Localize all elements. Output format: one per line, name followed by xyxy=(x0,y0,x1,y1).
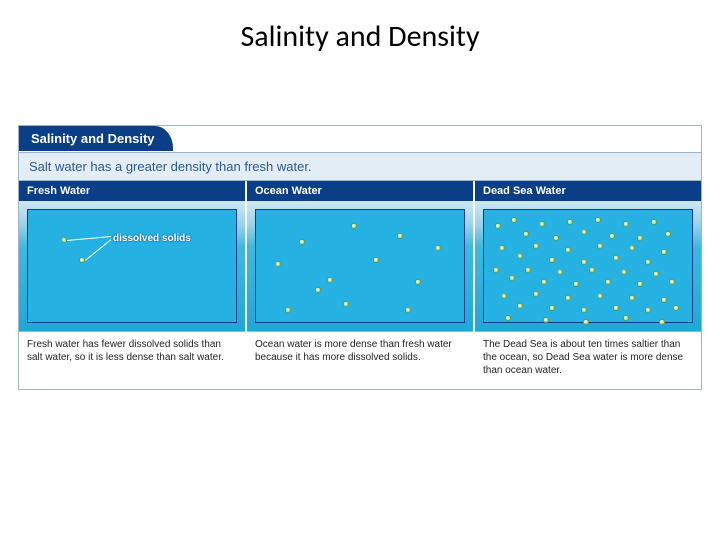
water-box xyxy=(483,209,693,323)
dissolved-solid-dot xyxy=(653,271,659,277)
dissolved-solid-dot xyxy=(511,217,517,223)
dissolved-solid-dot xyxy=(517,303,523,309)
dissolved-solid-dot xyxy=(523,231,529,237)
dissolved-solid-dot xyxy=(525,267,531,273)
dissolved-solid-dot xyxy=(673,305,679,311)
dissolved-solid-dot xyxy=(659,319,665,325)
dissolved-solid-dot xyxy=(517,253,523,259)
dissolved-solid-dot xyxy=(557,269,563,275)
dissolved-solid-dot xyxy=(623,221,629,227)
dissolved-solid-dot xyxy=(609,233,615,239)
panel-caption: Ocean water is more dense than fresh wat… xyxy=(247,331,473,389)
dissolved-solid-dot xyxy=(415,279,421,285)
panel-title: Fresh Water xyxy=(19,181,245,201)
dissolved-solid-dot xyxy=(567,219,573,225)
dissolved-solid-dot xyxy=(669,279,675,285)
dissolved-solid-dot xyxy=(661,297,667,303)
figure-subheading: Salt water has a greater density than fr… xyxy=(19,152,701,181)
dissolved-solid-dot xyxy=(299,239,305,245)
dissolved-solid-dot xyxy=(605,279,611,285)
dissolved-solid-dot xyxy=(565,247,571,253)
dissolved-solid-dot xyxy=(373,257,379,263)
dissolved-solid-dot xyxy=(549,257,555,263)
dissolved-solid-dot xyxy=(501,293,507,299)
panel-caption: Fresh water has fewer dissolved solids t… xyxy=(19,331,245,389)
figure-container: Salinity and Density Salt water has a gr… xyxy=(18,125,702,390)
dissolved-solid-dot xyxy=(541,279,547,285)
panel: Fresh Water dissolved solids Fresh water h… xyxy=(19,181,247,389)
dissolved-solid-dot xyxy=(629,245,635,251)
dissolved-solid-dot xyxy=(573,281,579,287)
dissolved-solid-dot xyxy=(315,287,321,293)
dissolved-solid-dot xyxy=(651,219,657,225)
panel-visual xyxy=(475,201,701,331)
dissolved-solid-dot xyxy=(435,245,441,251)
dissolved-solid-dot xyxy=(581,307,587,313)
figure-tab-label: Salinity and Density xyxy=(19,126,173,151)
dissolved-solid-dot xyxy=(645,307,651,313)
panel-visual xyxy=(247,201,473,331)
dissolved-solid-dot xyxy=(565,295,571,301)
dissolved-solid-dot xyxy=(637,281,643,287)
water-box xyxy=(255,209,465,323)
panel-title: Ocean Water xyxy=(247,181,473,201)
dissolved-solid-dot xyxy=(637,235,643,241)
dissolved-solid-dot xyxy=(621,269,627,275)
dissolved-solid-dot xyxy=(505,315,511,321)
dissolved-solid-dot xyxy=(613,255,619,261)
dissolved-solid-dot xyxy=(595,217,601,223)
dissolved-solid-dot xyxy=(597,243,603,249)
dissolved-solid-dot xyxy=(629,295,635,301)
dissolved-solid-dot xyxy=(285,307,291,313)
dissolved-solid-dot xyxy=(661,249,667,255)
dissolved-solid-dot xyxy=(623,315,629,321)
panel-title: Dead Sea Water xyxy=(475,181,701,201)
annotation-label: dissolved solids xyxy=(113,233,191,244)
dissolved-solid-dot xyxy=(533,291,539,297)
dissolved-solid-dot xyxy=(543,317,549,323)
dissolved-solid-dot xyxy=(397,233,403,239)
dissolved-solid-dot xyxy=(493,267,499,273)
water-box xyxy=(27,209,237,323)
tab-bar: Salinity and Density xyxy=(19,126,701,152)
dissolved-solid-dot xyxy=(589,267,595,273)
dissolved-solid-dot xyxy=(509,275,515,281)
dissolved-solid-dot xyxy=(351,223,357,229)
dissolved-solid-dot xyxy=(275,261,281,267)
dissolved-solid-dot xyxy=(405,307,411,313)
dissolved-solid-dot xyxy=(343,301,349,307)
dissolved-solid-dot xyxy=(581,229,587,235)
dissolved-solid-dot xyxy=(645,259,651,265)
panel: Dead Sea Water The Dead Sea is about ten … xyxy=(475,181,701,389)
slide-title: Salinity and Density xyxy=(0,0,720,65)
panels-row: Fresh Water dissolved solids Fresh water h… xyxy=(19,181,701,389)
panel-caption: The Dead Sea is about ten times saltier … xyxy=(475,331,701,389)
dissolved-solid-dot xyxy=(583,319,589,325)
dissolved-solid-dot xyxy=(665,231,671,237)
dissolved-solid-dot xyxy=(533,243,539,249)
dissolved-solid-dot xyxy=(539,221,545,227)
dissolved-solid-dot xyxy=(549,305,555,311)
dissolved-solid-dot xyxy=(553,235,559,241)
dissolved-solid-dot xyxy=(597,293,603,299)
dissolved-solid-dot xyxy=(495,223,501,229)
panel-visual: dissolved solids xyxy=(19,201,245,331)
panel: Ocean Water Ocean water is more dense tha… xyxy=(247,181,475,389)
dissolved-solid-dot xyxy=(613,305,619,311)
dissolved-solid-dot xyxy=(499,245,505,251)
dissolved-solid-dot xyxy=(581,259,587,265)
dissolved-solid-dot xyxy=(327,277,333,283)
